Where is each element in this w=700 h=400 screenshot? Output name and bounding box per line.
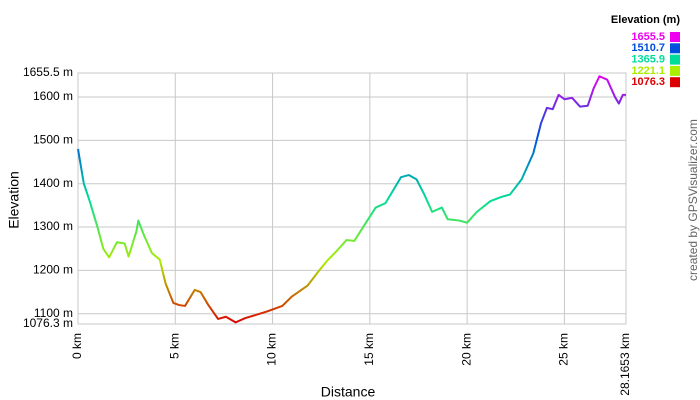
legend-label: 1510.7 xyxy=(631,42,665,54)
x-tick-label: 28.1653 km xyxy=(618,333,632,396)
x-tick-label: 5 km xyxy=(167,333,181,359)
y-tick-label: 1100 m xyxy=(34,306,73,320)
legend-swatch xyxy=(670,43,680,54)
y-axis-label: Elevation xyxy=(6,171,22,229)
y-tick-label: 1300 m xyxy=(33,219,73,233)
legend-title: Elevation (m) xyxy=(611,14,680,26)
legend-label: 1076.3 xyxy=(631,76,665,88)
x-axis-label: Distance xyxy=(321,384,376,400)
x-tick-label: 20 km xyxy=(459,333,473,366)
legend-swatch xyxy=(670,54,680,65)
legend-label: 1655.5 xyxy=(631,31,665,43)
legend-swatch xyxy=(670,32,680,42)
y-tick-label: 1600 m xyxy=(33,89,73,103)
x-tick-label: 25 km xyxy=(557,333,571,366)
legend-label: 1365.9 xyxy=(631,54,665,66)
y-tick-label: 1400 m xyxy=(33,176,73,190)
elevation-line xyxy=(77,75,626,324)
credit: created by GPSVisualizer.com xyxy=(686,119,700,281)
y-tick-label: 1500 m xyxy=(33,133,73,147)
x-tick-label: 0 km xyxy=(70,333,84,359)
legend-label: 1221.1 xyxy=(631,65,665,77)
y-tick-label: 1655.5 m xyxy=(23,65,73,79)
plot-area xyxy=(77,72,627,325)
legend-swatch xyxy=(670,77,680,88)
y-tick-label: 1200 m xyxy=(33,263,73,277)
x-tick-label: 15 km xyxy=(362,333,376,366)
x-tick-label: 10 km xyxy=(265,333,279,366)
y-tick-label: 1076.3 m xyxy=(23,316,73,330)
legend-swatch xyxy=(670,65,680,76)
